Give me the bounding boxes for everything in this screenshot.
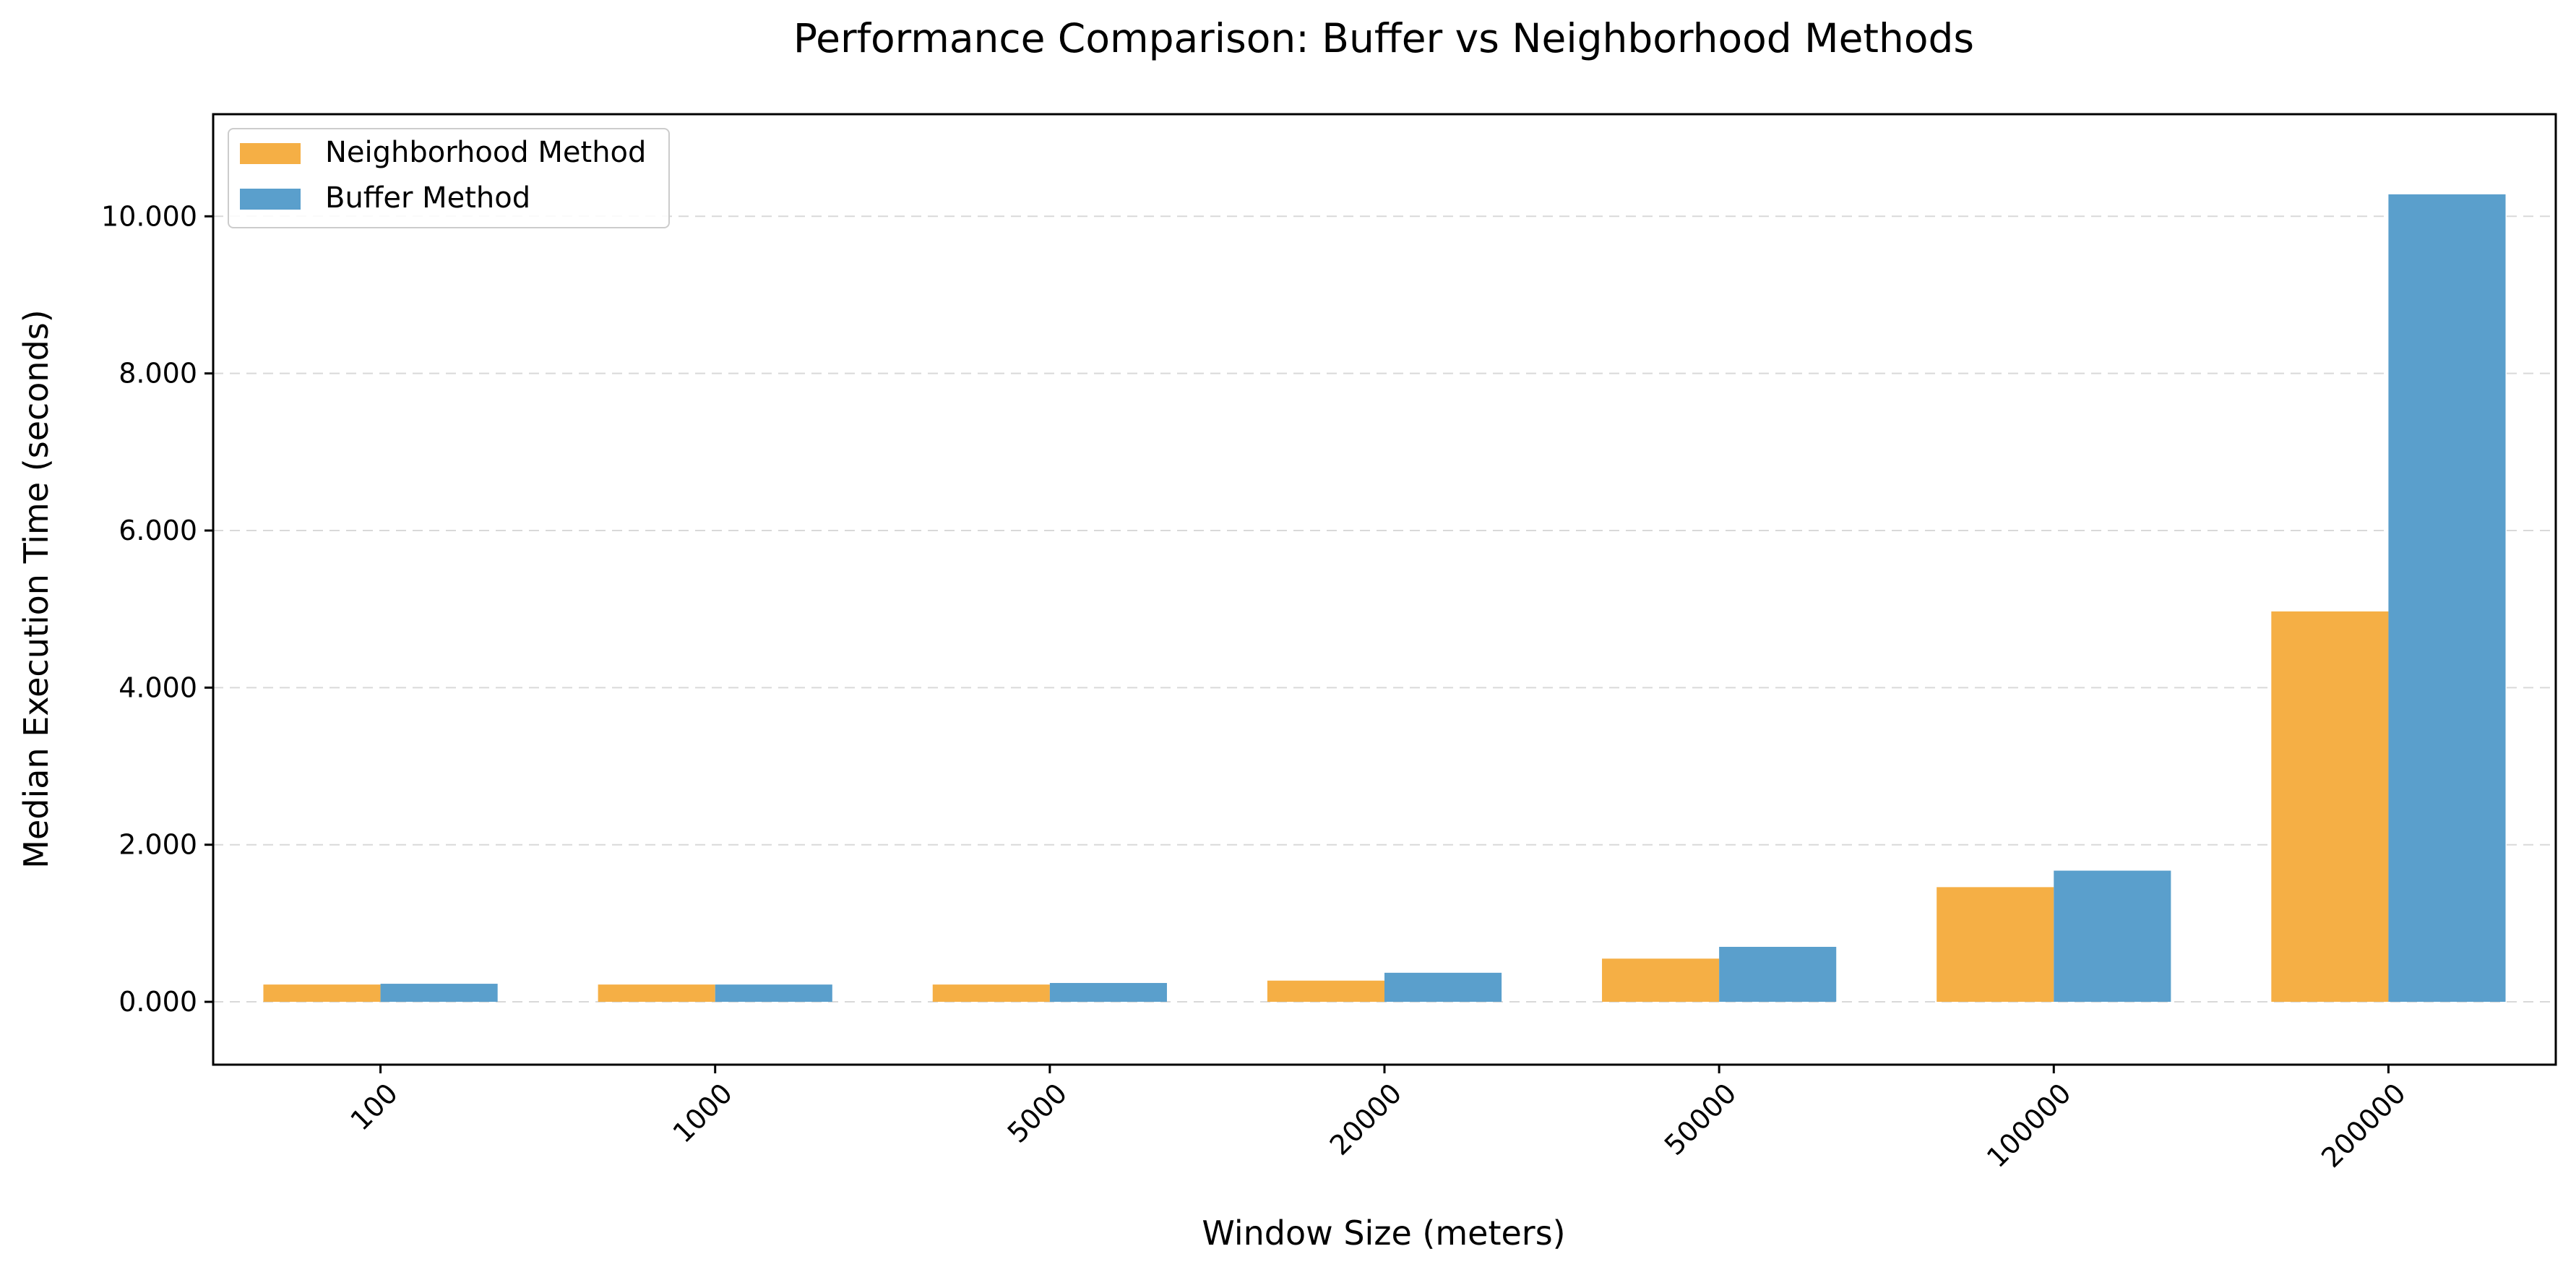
y-tick-label: 2.000 (119, 829, 197, 861)
bar-neighborhood-method (2271, 611, 2389, 1003)
bar-buffer-method (1719, 946, 1837, 1003)
bar-buffer-method (380, 984, 498, 1003)
bar-neighborhood-method (1602, 958, 1720, 1003)
bar-neighborhood-method (932, 984, 1050, 1003)
bars (263, 194, 2506, 1003)
bar-buffer-method (2388, 194, 2506, 1003)
y-tick-label: 4.000 (119, 671, 197, 703)
x-axis-label: Window Size (meters) (1202, 1214, 1565, 1253)
bar-buffer-method (1049, 982, 1167, 1003)
legend-swatch (240, 143, 301, 164)
bar-buffer-method (715, 984, 832, 1003)
y-tick-label: 0.000 (119, 986, 197, 1018)
chart-title: Performance Comparison: Buffer vs Neighb… (793, 15, 1974, 61)
legend-entry: Buffer Method (325, 181, 530, 215)
bar-buffer-method (2054, 870, 2171, 1003)
bar-neighborhood-method (598, 984, 715, 1003)
legend-entry: Neighborhood Method (325, 136, 646, 169)
y-tick-label: 8.000 (119, 358, 197, 390)
legend-swatch (240, 189, 301, 210)
y-axis: 0.000 2.000 4.000 6.000 8.000 10.000 (101, 200, 213, 1018)
bar-neighborhood-method (1937, 887, 2054, 1003)
bar-buffer-method (1384, 972, 1502, 1003)
bar-neighborhood-method (1267, 980, 1384, 1003)
bar-neighborhood-method (263, 984, 381, 1003)
legend: Neighborhood Method Buffer Method (228, 128, 670, 228)
y-tick-label: 10.000 (101, 200, 197, 232)
y-tick-label: 6.000 (119, 515, 197, 546)
legend-box (228, 128, 670, 228)
y-axis-label: Median Execution Time (seconds) (17, 309, 56, 868)
